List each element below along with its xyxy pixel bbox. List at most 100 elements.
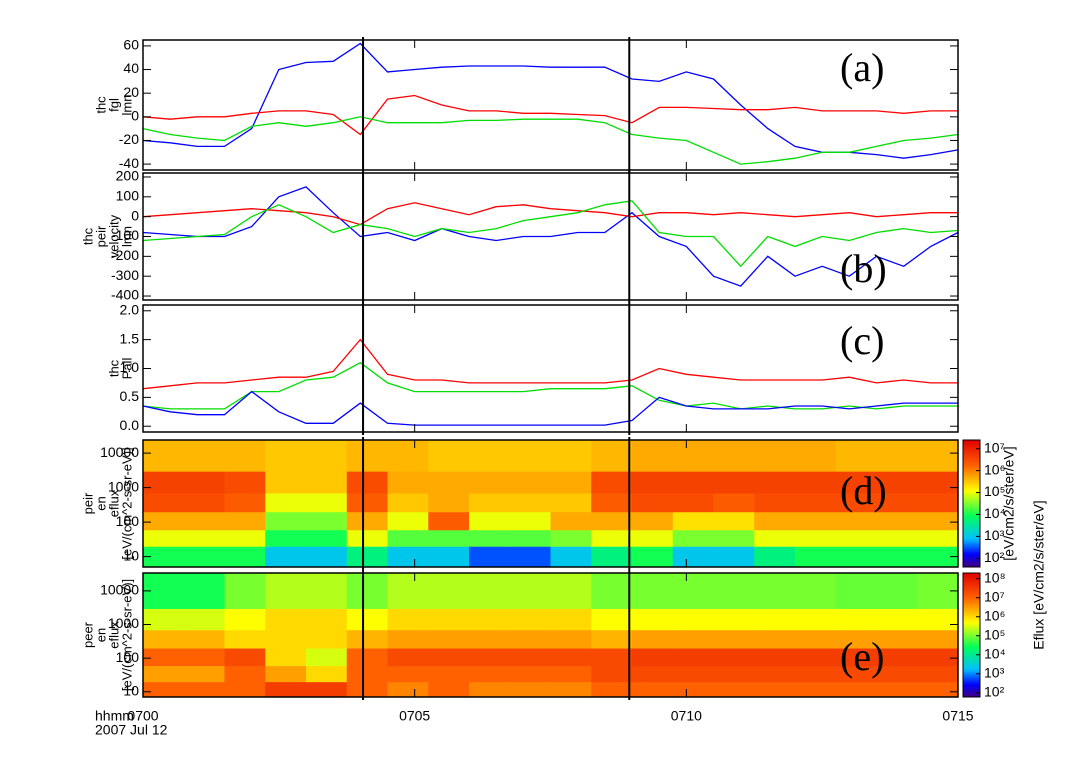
heat-cell [387,440,429,472]
heat-cell [143,629,185,649]
colorbar-tick-label: 10⁷ [984,439,1005,455]
heat-cell [917,629,959,649]
heat-cell [346,681,388,698]
heat-cell [224,665,266,683]
heat-cell [509,471,551,494]
heat-cell [306,608,348,631]
heat-cell [632,546,674,568]
colorbar-step [963,556,980,560]
y-tick-label: 40 [123,60,139,76]
colorbar-label: Eflux [eV/cm2/s/ster/eV] [1031,500,1047,649]
colorbar-frame [962,439,981,568]
heat-cell [876,440,918,472]
heat-cell [387,681,429,698]
heat-cell [917,440,959,472]
heat-cell [795,529,837,547]
colorbar-step [963,539,980,543]
x-tick-label: 0715 [942,708,973,724]
heat-cell [224,573,266,609]
heat-cell [428,648,470,667]
y-axis-label: en [93,628,108,642]
heat-cell [876,511,918,531]
heat-cell [917,529,959,547]
heat-cell [143,440,185,472]
colorbar-step [963,467,980,471]
colorbar-step [963,495,980,498]
heat-cell [428,573,470,609]
colorbar-tick-label: 10⁶ [984,461,1005,477]
colorbar-step [963,632,980,636]
heat-cell [632,608,674,631]
colorbar-step [963,601,980,605]
heat-cell [265,648,307,667]
heat-cell [550,681,592,698]
y-axis-label: fgl [106,98,121,112]
colorbar-step [963,643,980,646]
colorbar-step [963,482,980,485]
y-tick-label: 0 [131,207,139,223]
colorbar-step [963,585,980,588]
heat-cell [143,492,185,513]
colorbar-step [963,545,980,549]
heat-cell [672,546,714,568]
heat-cell [713,471,755,494]
colorbar-step [963,595,980,599]
heat-cell [428,511,470,531]
heat-cell [835,681,877,698]
x-axis-label: 2007 Jul 12 [95,722,168,738]
heat-cell [346,492,388,513]
y-tick-label: 200 [116,168,140,184]
y-tick-label: 0 [131,108,139,124]
heat-cell [509,511,551,531]
heat-cell [346,440,388,472]
heat-cell [428,681,470,698]
y-tick-label: 100 [116,513,140,529]
colorbar-step [963,562,980,566]
heat-cell [754,546,796,568]
colorbar-step [963,610,980,613]
heat-cell [265,492,307,513]
heat-cell [591,471,633,494]
heat-cell [306,648,348,667]
heat-cell [346,546,388,568]
colorbar-step [963,626,980,630]
heat-cell [550,546,592,568]
colorbar-step [963,690,980,694]
heat-cell [795,511,837,531]
colorbar-step [963,653,980,657]
y-axis-label: thc [80,227,95,245]
heat-cell [224,681,266,698]
heat-cell [754,492,796,513]
y-tick-label: 10 [123,547,139,563]
heat-cell [550,440,592,472]
y-tick-label: -400 [111,287,139,303]
x-tick-label: 0710 [671,708,702,724]
y-axis-label: [eV/(cm^2-s-sr-eV)] [119,579,134,691]
heat-cell [469,492,511,513]
colorbar-step [963,678,980,681]
heat-cell [835,546,877,568]
heat-cell [795,471,837,494]
heat-cell [795,648,837,667]
heat-cell [469,440,511,472]
heat-cell [469,665,511,683]
colorbar-step [963,552,980,555]
heat-cell [632,471,674,494]
heat-cell [265,511,307,531]
heat-cell [591,546,633,568]
y-tick-label: 10000 [100,582,139,598]
colorbar-step [963,674,980,677]
heat-cell [632,511,674,531]
colorbar-tick-label: 10² [984,549,1005,565]
colorbar-step [963,560,980,564]
heat-cell [550,608,592,631]
colorbar-step [963,593,980,597]
heat-cell [346,529,388,547]
heat-cell [469,608,511,631]
panel-annotation: (c) [840,318,884,363]
heat-cell [917,492,959,513]
heat-cell [306,511,348,531]
heat-cell [224,471,266,494]
panel-frame [142,304,959,433]
